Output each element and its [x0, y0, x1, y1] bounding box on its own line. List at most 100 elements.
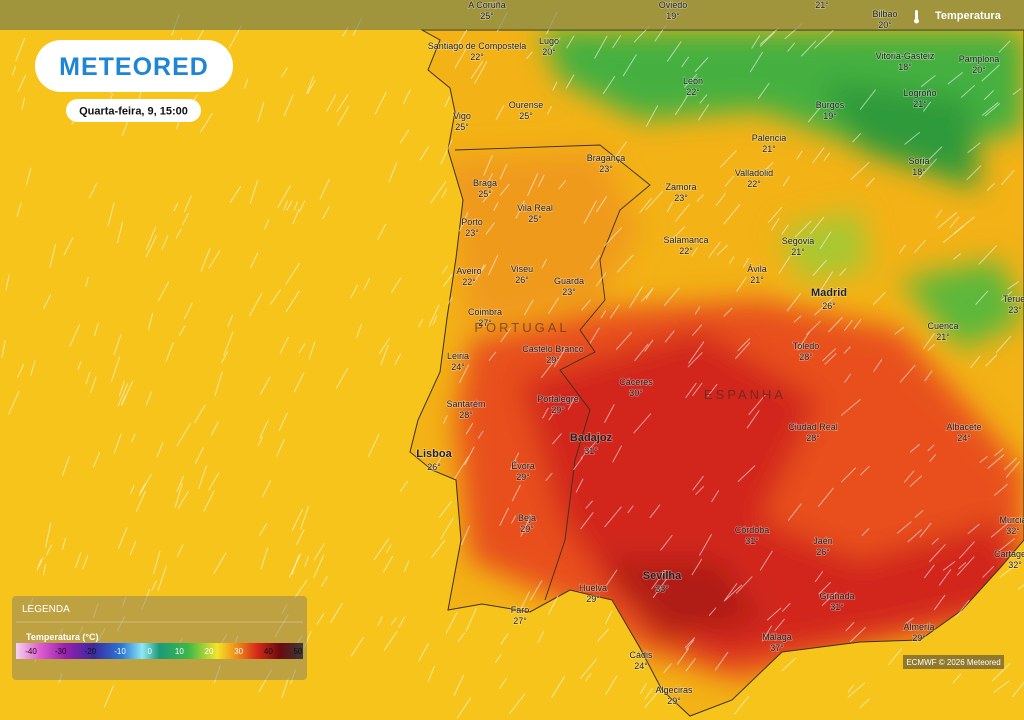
wind-streak	[400, 480, 409, 492]
wind-streak	[644, 688, 653, 700]
wind-streak	[259, 420, 269, 439]
city-temperature: 23°	[562, 287, 576, 297]
city-temperature: 32°	[1006, 526, 1020, 536]
wind-streak	[470, 61, 484, 79]
wind-streak	[378, 337, 391, 355]
wind-streak	[922, 146, 943, 166]
city-name: Burgos	[816, 100, 845, 110]
city-temperature: 25°	[528, 214, 542, 224]
wind-streak	[335, 367, 349, 389]
city-temperature: 29°	[586, 594, 600, 604]
wind-streak	[957, 556, 975, 576]
wind-streak	[707, 383, 718, 397]
wind-streak	[677, 648, 690, 665]
city-name: Castelo Branco	[522, 344, 584, 354]
wind-streak	[8, 391, 20, 415]
city-temperature: 25°	[480, 11, 494, 21]
wind-streak	[59, 628, 63, 638]
wind-streak	[526, 51, 533, 60]
city-temperature: 29°	[667, 696, 681, 706]
wind-streak	[500, 633, 509, 645]
wind-streak	[16, 202, 22, 217]
wind-streak	[734, 695, 750, 715]
wind-streak	[390, 617, 397, 626]
wind-streak	[852, 133, 862, 143]
city-temperature: 20°	[972, 65, 986, 75]
logo-pill[interactable]	[35, 40, 233, 92]
wind-streak	[1001, 169, 1015, 185]
wind-streak	[176, 423, 191, 447]
city-name: Valladolid	[735, 168, 773, 178]
wind-streak	[403, 560, 410, 572]
color-scale	[16, 643, 303, 659]
wind-streak	[694, 57, 709, 72]
wind-streak	[589, 327, 600, 344]
city-name: Oviedo	[659, 0, 688, 10]
wind-streak	[377, 224, 386, 240]
wind-streak	[797, 331, 810, 351]
wind-streak	[616, 254, 634, 273]
wind-streak	[913, 239, 926, 254]
wind-streak	[663, 663, 672, 674]
date-pill	[66, 99, 201, 122]
wind-streak	[419, 146, 429, 161]
wind-streak	[141, 588, 151, 610]
wind-streak	[814, 29, 834, 49]
legend-tick-label: 20	[205, 647, 214, 656]
wind-streak	[691, 558, 703, 576]
wind-streak	[967, 523, 980, 535]
city-name: Córdoba	[735, 525, 770, 535]
city-name: Leiria	[447, 351, 469, 361]
wind-streak	[580, 512, 594, 530]
wind-streak	[664, 330, 675, 343]
wind-streak	[363, 278, 370, 291]
wind-streak	[383, 555, 394, 573]
wind-streak	[687, 352, 703, 368]
wind-streak	[174, 483, 183, 508]
wind-streak	[76, 626, 84, 639]
logo[interactable]: METEORED	[59, 53, 209, 81]
wind-streak	[1012, 681, 1024, 698]
city-temperature: 30°	[629, 388, 643, 398]
wind-streak	[121, 394, 127, 406]
wind-streak	[178, 325, 186, 337]
layer-selector[interactable]: Temperatura	[914, 10, 1002, 24]
wind-streak	[551, 676, 565, 698]
legend-tick-label: 40	[264, 647, 273, 656]
legend-tick-label: 10	[175, 647, 184, 656]
wind-streak	[1018, 584, 1024, 590]
wind-streak	[651, 569, 666, 590]
wind-streak	[716, 245, 728, 256]
wind-streak	[793, 315, 802, 323]
wind-streak	[859, 89, 876, 110]
city-name: Vigo	[453, 111, 471, 121]
city-name: Logroño	[903, 88, 936, 98]
wind-streak	[388, 162, 398, 183]
wind-streak	[175, 228, 182, 239]
city-name: Zamora	[665, 182, 696, 192]
wind-streak	[629, 286, 643, 308]
wind-streak	[104, 685, 114, 708]
wind-streak	[138, 473, 152, 496]
layer-name[interactable]: Temperatura	[935, 10, 1002, 22]
wind-streak	[873, 359, 883, 372]
city-temperature: 31°	[584, 446, 598, 456]
wind-streak	[541, 259, 547, 269]
wind-streak	[984, 103, 1000, 117]
wind-streak	[221, 634, 228, 644]
top-bar	[0, 0, 1024, 30]
wind-streak	[934, 594, 946, 610]
wind-streak	[597, 628, 609, 642]
wind-streak	[116, 616, 126, 632]
wind-streak	[61, 537, 66, 551]
wind-streak	[600, 310, 607, 319]
wind-streak	[612, 445, 622, 463]
wind-streak	[818, 271, 833, 294]
wind-streak	[615, 332, 632, 350]
city-name: Segovia	[782, 236, 815, 246]
wind-streak	[286, 200, 293, 211]
country-label: ESPANHA	[704, 387, 786, 402]
wind-streak	[49, 243, 57, 268]
wind-streak	[281, 677, 289, 698]
wind-streak	[894, 326, 905, 335]
